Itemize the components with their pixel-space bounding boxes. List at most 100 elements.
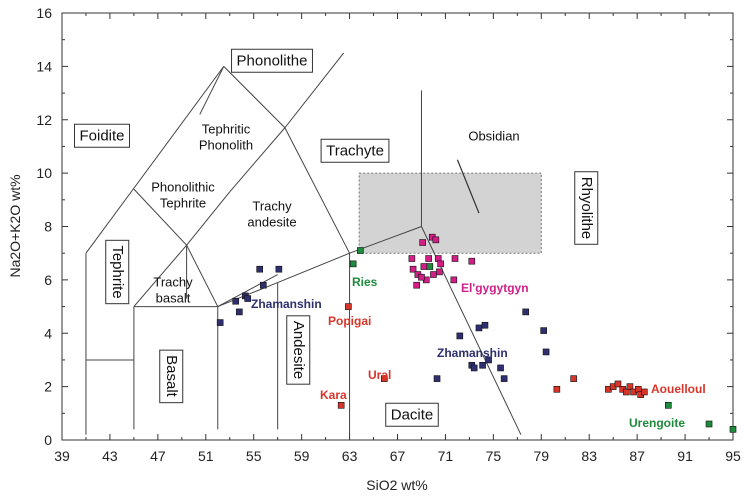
data-point (522, 308, 530, 316)
field-tephrite: Tephrite (105, 239, 130, 305)
site-labels: Zhamanshin Ries Popigai El'gygytgyn Zhamansh… (251, 275, 706, 430)
field-label-text: Phonolith (199, 138, 253, 153)
data-point (553, 385, 561, 393)
field-boundary (133, 244, 187, 307)
data-point (500, 375, 508, 382)
field-phonolithe: Phonolithe (231, 48, 313, 73)
y-tick-label: 0 (44, 432, 52, 448)
data-point (357, 247, 364, 254)
field-box (574, 171, 599, 245)
field-dacite: Dacite (385, 402, 439, 427)
x-tick-label: 95 (725, 448, 741, 464)
field-box (73, 123, 131, 148)
data-point (216, 319, 224, 326)
field-obsidian: Obsidian (468, 129, 519, 144)
field-label-text: Obsidian (468, 129, 519, 144)
data-point (497, 364, 504, 372)
data-point (705, 420, 713, 428)
data-point (337, 402, 345, 409)
data-point (540, 327, 547, 334)
field-boundary (223, 66, 286, 129)
x-tick-label: 67 (390, 448, 406, 464)
field-label-text: Basalt (163, 355, 180, 398)
field-basalt: Basalt (159, 349, 184, 404)
field-boundary (284, 127, 351, 254)
x-tick-label: 83 (581, 448, 597, 464)
y-tick-label: 10 (36, 165, 52, 181)
x-tick-label: 71 (438, 448, 454, 464)
data-point (436, 268, 443, 276)
field-box (286, 315, 311, 385)
data-point (256, 265, 264, 273)
field-trachyte: Trachyte (320, 138, 390, 163)
data-point (570, 375, 577, 382)
y-tick-label: 8 (44, 219, 52, 235)
data-point (232, 297, 240, 305)
data-point (381, 375, 388, 382)
site-label: Zhamanshin (251, 297, 322, 311)
data-point (275, 265, 283, 273)
field-andesite: Andesite (286, 315, 311, 385)
data-point (451, 255, 459, 262)
data-point (433, 375, 441, 382)
x-tick-label: 39 (54, 448, 70, 464)
site-label: Aouelloul (651, 382, 706, 396)
data-point (468, 257, 476, 265)
axis-ticks (61, 12, 734, 441)
data-point (413, 281, 420, 289)
data-point (408, 255, 416, 262)
data-points (216, 233, 737, 433)
site-label: Popigai (328, 314, 371, 328)
y-tick-label: 6 (44, 272, 52, 288)
field-rhyolithe: Rhyolithe (574, 171, 599, 245)
data-point (542, 348, 550, 356)
site-label: Ural (368, 368, 391, 382)
data-point (450, 276, 458, 284)
field-label-text: Tephrite (160, 196, 206, 211)
obsidian-box (358, 172, 542, 254)
data-point (345, 303, 352, 310)
field-label-text: Tephrite (109, 245, 126, 298)
data-point (456, 332, 464, 340)
data-point (420, 263, 428, 270)
x-tick-label: 63 (342, 448, 358, 464)
data-point (437, 260, 444, 268)
x-tick-label: 79 (533, 448, 549, 464)
y-tick-label: 12 (36, 112, 52, 128)
site-label: Urengoite (629, 416, 685, 430)
site-label: Kara (320, 388, 347, 402)
x-tick-labels: 39 43 47 51 55 59 63 67 71 75 79 83 87 91 95 (54, 448, 741, 464)
data-point (425, 255, 432, 262)
data-point (614, 380, 622, 388)
field-box (231, 48, 313, 73)
data-point (259, 281, 267, 289)
y-tick-label: 16 (36, 5, 52, 21)
data-point (349, 260, 357, 268)
data-point (426, 263, 434, 270)
site-label: El'gygytgyn (461, 281, 529, 295)
x-tick-label: 91 (677, 448, 693, 464)
data-point (409, 265, 417, 273)
obsidian-area (358, 172, 542, 254)
field-label-text: Trachyte (326, 142, 384, 159)
data-point (418, 273, 425, 281)
rock-field-labels: FoiditePhonolitheTephriticPhonolithPhono… (73, 48, 599, 427)
y-tick-label: 14 (36, 58, 52, 74)
site-label: Ries (352, 275, 378, 289)
field-boundary (186, 191, 231, 246)
field-boundary (85, 66, 225, 254)
field-label-text: Trachy (252, 199, 292, 214)
data-point (236, 308, 243, 316)
field-label-text: basalt (156, 291, 191, 306)
x-tick-label: 51 (198, 448, 214, 464)
field-label-text: Foidite (79, 127, 124, 144)
data-point (729, 426, 737, 433)
field-label-text: Dacite (391, 406, 434, 423)
field-label-text: Phonolithic (151, 180, 215, 195)
obsidian-pointer (456, 159, 480, 214)
field-box (159, 349, 184, 404)
field-box (105, 239, 130, 305)
y-axis-title: Na2O+K2O wt% (7, 174, 23, 277)
